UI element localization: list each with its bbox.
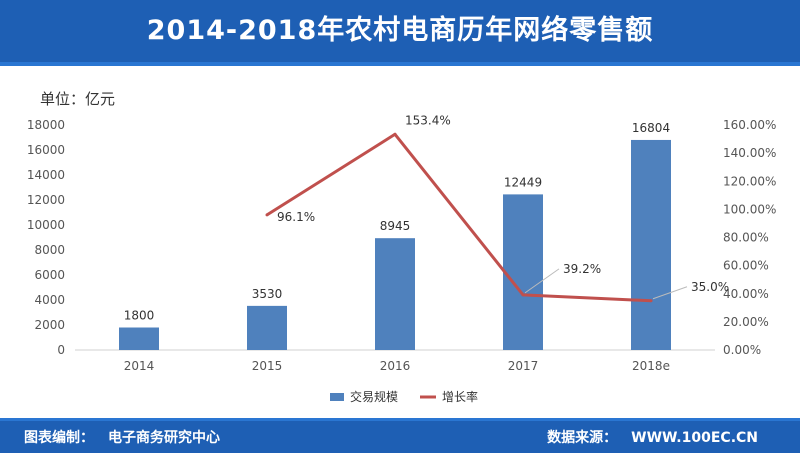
line-data-label: 153.4%: [405, 113, 451, 127]
footer-credit-label: 图表编制：: [24, 430, 94, 446]
bar-data-label: 8945: [380, 219, 411, 233]
legend-label-bar: 交易规模: [350, 389, 398, 404]
bar-data-label: 12449: [504, 175, 542, 189]
y-tick-label: 4000: [34, 293, 65, 307]
y2-tick-label: 100.00%: [723, 202, 776, 216]
line-label-leader: [524, 268, 560, 294]
line-data-label: 35.0%: [691, 280, 729, 294]
y-tick-label: 8000: [34, 243, 65, 257]
footer-credit-value: 电子商务研究中心: [108, 430, 220, 446]
line-series: 96.1% 153.4% 39.2% 35.0%: [265, 113, 729, 303]
x-tick-label: 2017: [508, 359, 539, 373]
legend-label-line: 增长率: [442, 389, 478, 404]
y-tick-label: 2000: [34, 318, 65, 332]
footer-bar: 图表编制： 电子商务研究中心 数据来源： WWW.100EC.CN: [0, 418, 800, 453]
y2-tick-label: 140.00%: [723, 146, 776, 160]
bar: [375, 238, 415, 350]
y2-tick-label: 40.00%: [723, 287, 769, 301]
footer-source-label: 数据来源：: [547, 430, 618, 446]
y-tick-label: 6000: [34, 268, 65, 282]
y2-tick-label: 160.00%: [723, 118, 776, 132]
y2-tick-label: 80.00%: [723, 231, 769, 245]
combo-chart: 0 2000 4000 6000 8000 10000 12000 14000 16000 180…: [27, 113, 777, 404]
x-tick-label: 2018e: [632, 359, 670, 373]
bar-series: 1800 3530 8945 12449 16804: [119, 121, 671, 350]
y-tick-label: 16000: [27, 143, 65, 157]
header-bar: 2014-2018年农村电商历年网络零售额: [0, 0, 800, 66]
line-point: [521, 293, 525, 297]
y2-tick-label: 120.00%: [723, 174, 776, 188]
footer-source: 数据来源： WWW.100EC.CN: [547, 427, 772, 447]
x-tick-label: 2016: [380, 359, 411, 373]
unit-label: 单位：亿元: [40, 90, 116, 108]
bar: [631, 139, 671, 350]
y2-tick-label: 20.00%: [723, 315, 769, 329]
y-tick-label: 0: [57, 343, 65, 357]
bar-data-label: 16804: [632, 121, 670, 135]
y-tick-label: 14000: [27, 168, 65, 182]
line-point: [265, 213, 269, 217]
line-point: [649, 299, 653, 303]
bar-data-label: 1800: [124, 309, 155, 323]
page-title: 2014-2018年农村电商历年网络零售额: [146, 15, 654, 46]
line-point: [393, 132, 397, 136]
bar-data-label: 3530: [252, 287, 283, 301]
y-tick-label: 10000: [27, 218, 65, 232]
bar: [247, 305, 287, 350]
y2-tick-label: 60.00%: [723, 259, 769, 273]
y-tick-label: 12000: [27, 193, 65, 207]
bar: [119, 327, 159, 350]
x-tick-label: 2014: [124, 359, 155, 373]
chart-legend: 交易规模 增长率: [330, 389, 478, 404]
footer-credit: 图表编制： 电子商务研究中心: [24, 427, 234, 447]
x-tick-label: 2015: [252, 359, 283, 373]
footer-source-value: WWW.100EC.CN: [631, 430, 758, 446]
y-tick-label: 18000: [27, 118, 65, 132]
y2-tick-label: 0.00%: [723, 343, 761, 357]
growth-line: [266, 132, 652, 303]
legend-swatch-bar: [330, 393, 344, 401]
line-data-label: 96.1%: [277, 210, 315, 224]
line-label-leader: [652, 286, 688, 300]
chart-axes: 0 2000 4000 6000 8000 10000 12000 14000 16000 180…: [27, 118, 777, 373]
bar: [503, 194, 543, 350]
line-data-label: 39.2%: [563, 262, 601, 276]
